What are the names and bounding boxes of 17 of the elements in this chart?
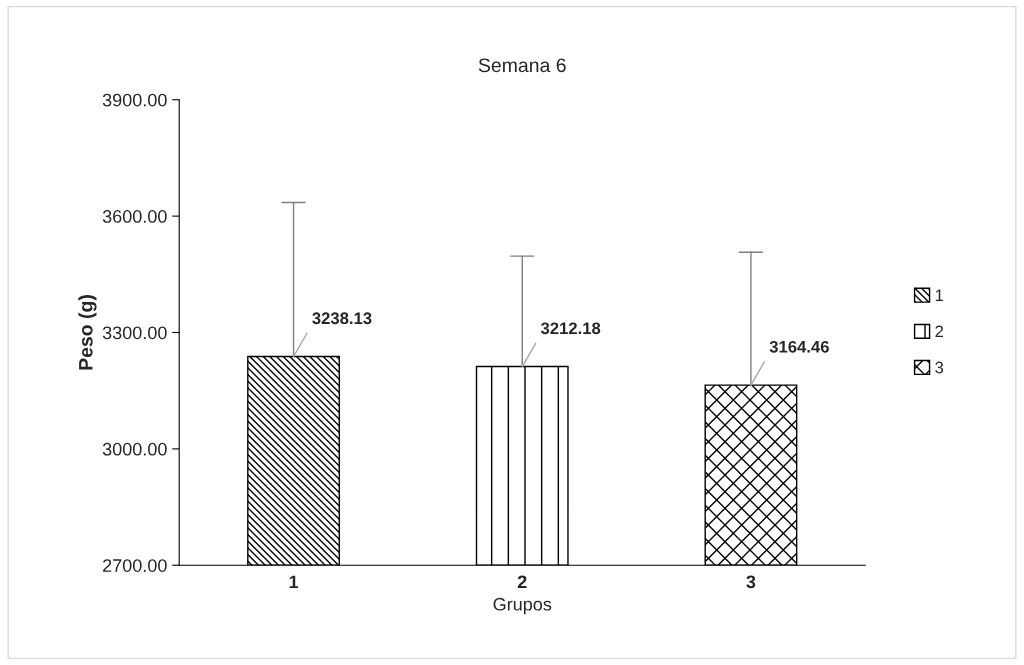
y-axis-title: Peso (g) [78, 295, 97, 370]
x-axis-title: Grupos [493, 597, 552, 615]
legend-label: 1 [935, 289, 944, 301]
y-tick-label: 3300.00 [102, 326, 167, 340]
x-tick-label: 1 [289, 575, 299, 589]
data-label: 3238.13 [312, 312, 372, 325]
legend-label: 2 [935, 325, 944, 338]
legend-label: 3 [935, 361, 944, 374]
y-tick-label: 2700.00 [103, 559, 167, 572]
y-tick-label: 3600.00 [102, 210, 167, 223]
y-tick-label: 3000.00 [102, 442, 167, 456]
x-tick-label: 3 [746, 575, 756, 589]
data-label: 3164.46 [769, 340, 829, 353]
y-tick-label: 3900.00 [102, 93, 167, 107]
x-tick-label: 2 [517, 575, 527, 589]
chart-title: Semana 6 [478, 58, 566, 73]
data-label: 3212.18 [540, 322, 601, 335]
